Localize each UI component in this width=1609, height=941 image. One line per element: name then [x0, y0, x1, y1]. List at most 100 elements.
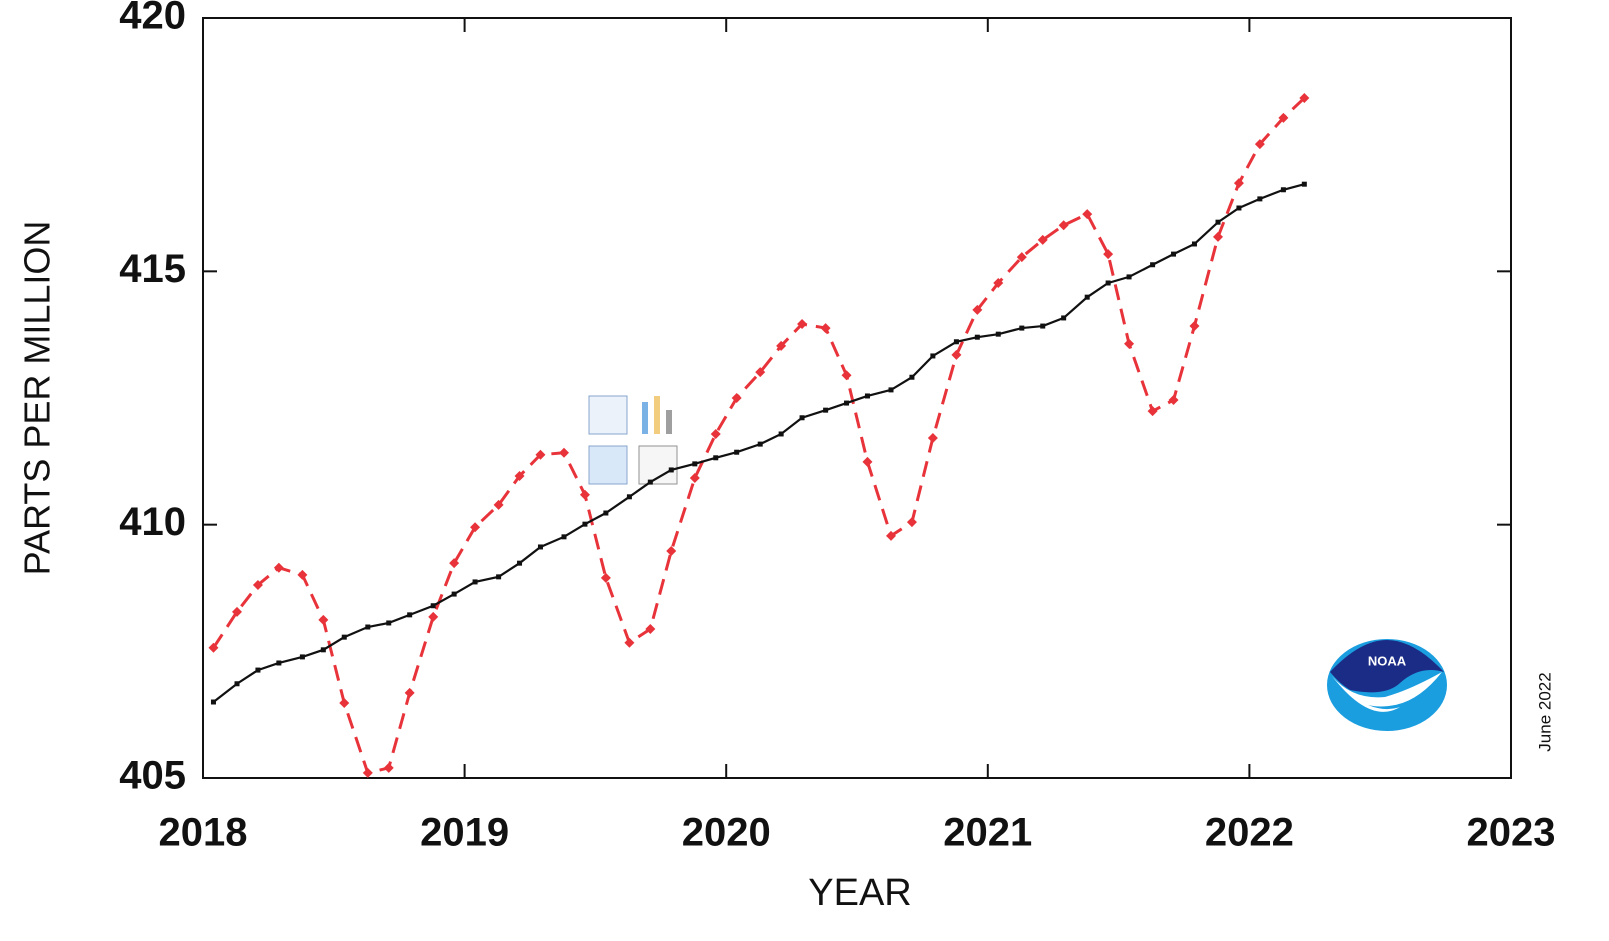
point: [365, 624, 371, 630]
point: [974, 334, 980, 340]
point: [1278, 112, 1289, 123]
point: [472, 579, 478, 585]
icon-bar: [654, 396, 660, 434]
x-tick-label: 2021: [943, 811, 1032, 855]
icon-table: [588, 395, 628, 435]
point: [689, 473, 700, 484]
point: [1124, 338, 1135, 349]
plot-frame: [202, 17, 1512, 779]
point: [909, 374, 915, 380]
icon-image: [588, 445, 628, 485]
point: [951, 349, 962, 360]
point: [1040, 323, 1046, 329]
point: [993, 277, 1004, 288]
point: [362, 767, 373, 778]
point: [757, 441, 763, 447]
point: [953, 339, 959, 345]
x-tick-label: 2019: [420, 811, 509, 855]
x-tick-label: 2023: [1467, 811, 1556, 855]
y-axis-label: PARTS PER MILLION: [17, 221, 58, 576]
point: [1191, 241, 1197, 247]
point: [841, 370, 852, 381]
point: [734, 449, 740, 455]
x-tick-label: 2020: [682, 811, 771, 855]
point: [299, 654, 305, 660]
point: [232, 606, 243, 617]
icon-bar: [642, 402, 648, 434]
point: [927, 433, 938, 444]
point: [778, 431, 784, 437]
point: [276, 660, 282, 666]
point: [496, 574, 502, 580]
point: [535, 449, 546, 460]
point: [888, 387, 894, 393]
point: [318, 614, 329, 625]
point: [776, 340, 787, 351]
point: [1082, 209, 1093, 220]
point: [1299, 93, 1310, 104]
point: [647, 479, 653, 485]
point: [1061, 315, 1067, 321]
point: [995, 331, 1001, 337]
point: [273, 562, 284, 573]
point: [1233, 178, 1244, 189]
point: [713, 455, 719, 461]
point: [862, 456, 873, 467]
point: [579, 489, 590, 500]
point: [668, 467, 674, 473]
point: [972, 304, 983, 315]
point: [537, 544, 543, 550]
point: [1126, 274, 1132, 280]
point: [1215, 219, 1221, 225]
point: [559, 447, 570, 458]
x-axis-label: YEAR: [808, 872, 911, 914]
icon-bar: [666, 410, 672, 434]
point: [645, 624, 656, 635]
y-tick-label: 420: [119, 0, 186, 38]
point: [1171, 251, 1177, 257]
point: [799, 415, 805, 421]
point: [755, 367, 766, 378]
point: [603, 510, 609, 516]
point: [1254, 139, 1265, 150]
date-note: June 2022: [1535, 672, 1554, 751]
point: [1257, 196, 1263, 202]
point: [710, 428, 721, 439]
logo-text: NOAA: [1368, 653, 1407, 668]
point: [1105, 280, 1111, 286]
point: [1016, 252, 1027, 263]
point: [255, 667, 261, 673]
point: [386, 620, 392, 626]
point: [514, 471, 525, 482]
point: [626, 494, 632, 500]
y-tick-label: 410: [119, 500, 186, 544]
point: [1058, 220, 1069, 231]
point: [1103, 249, 1114, 260]
point: [1150, 262, 1156, 268]
point: [341, 634, 347, 640]
point: [208, 642, 219, 653]
point: [339, 698, 350, 709]
point: [600, 572, 611, 583]
point: [1301, 181, 1307, 187]
point: [493, 499, 504, 510]
series-line: [212, 96, 1306, 775]
point: [1147, 406, 1158, 417]
point: [624, 637, 635, 648]
point: [906, 517, 917, 528]
point: [449, 558, 460, 569]
point: [1084, 294, 1090, 300]
point: [320, 647, 326, 653]
point: [517, 560, 523, 566]
point: [297, 569, 308, 580]
y-tick-label: 405: [119, 754, 186, 798]
point: [470, 522, 481, 533]
point: [383, 762, 394, 773]
point: [666, 546, 677, 557]
point: [404, 687, 415, 698]
point: [692, 461, 698, 467]
point: [731, 393, 742, 403]
logo-bird: [1332, 672, 1442, 712]
point: [864, 393, 870, 399]
point: [1280, 187, 1286, 193]
